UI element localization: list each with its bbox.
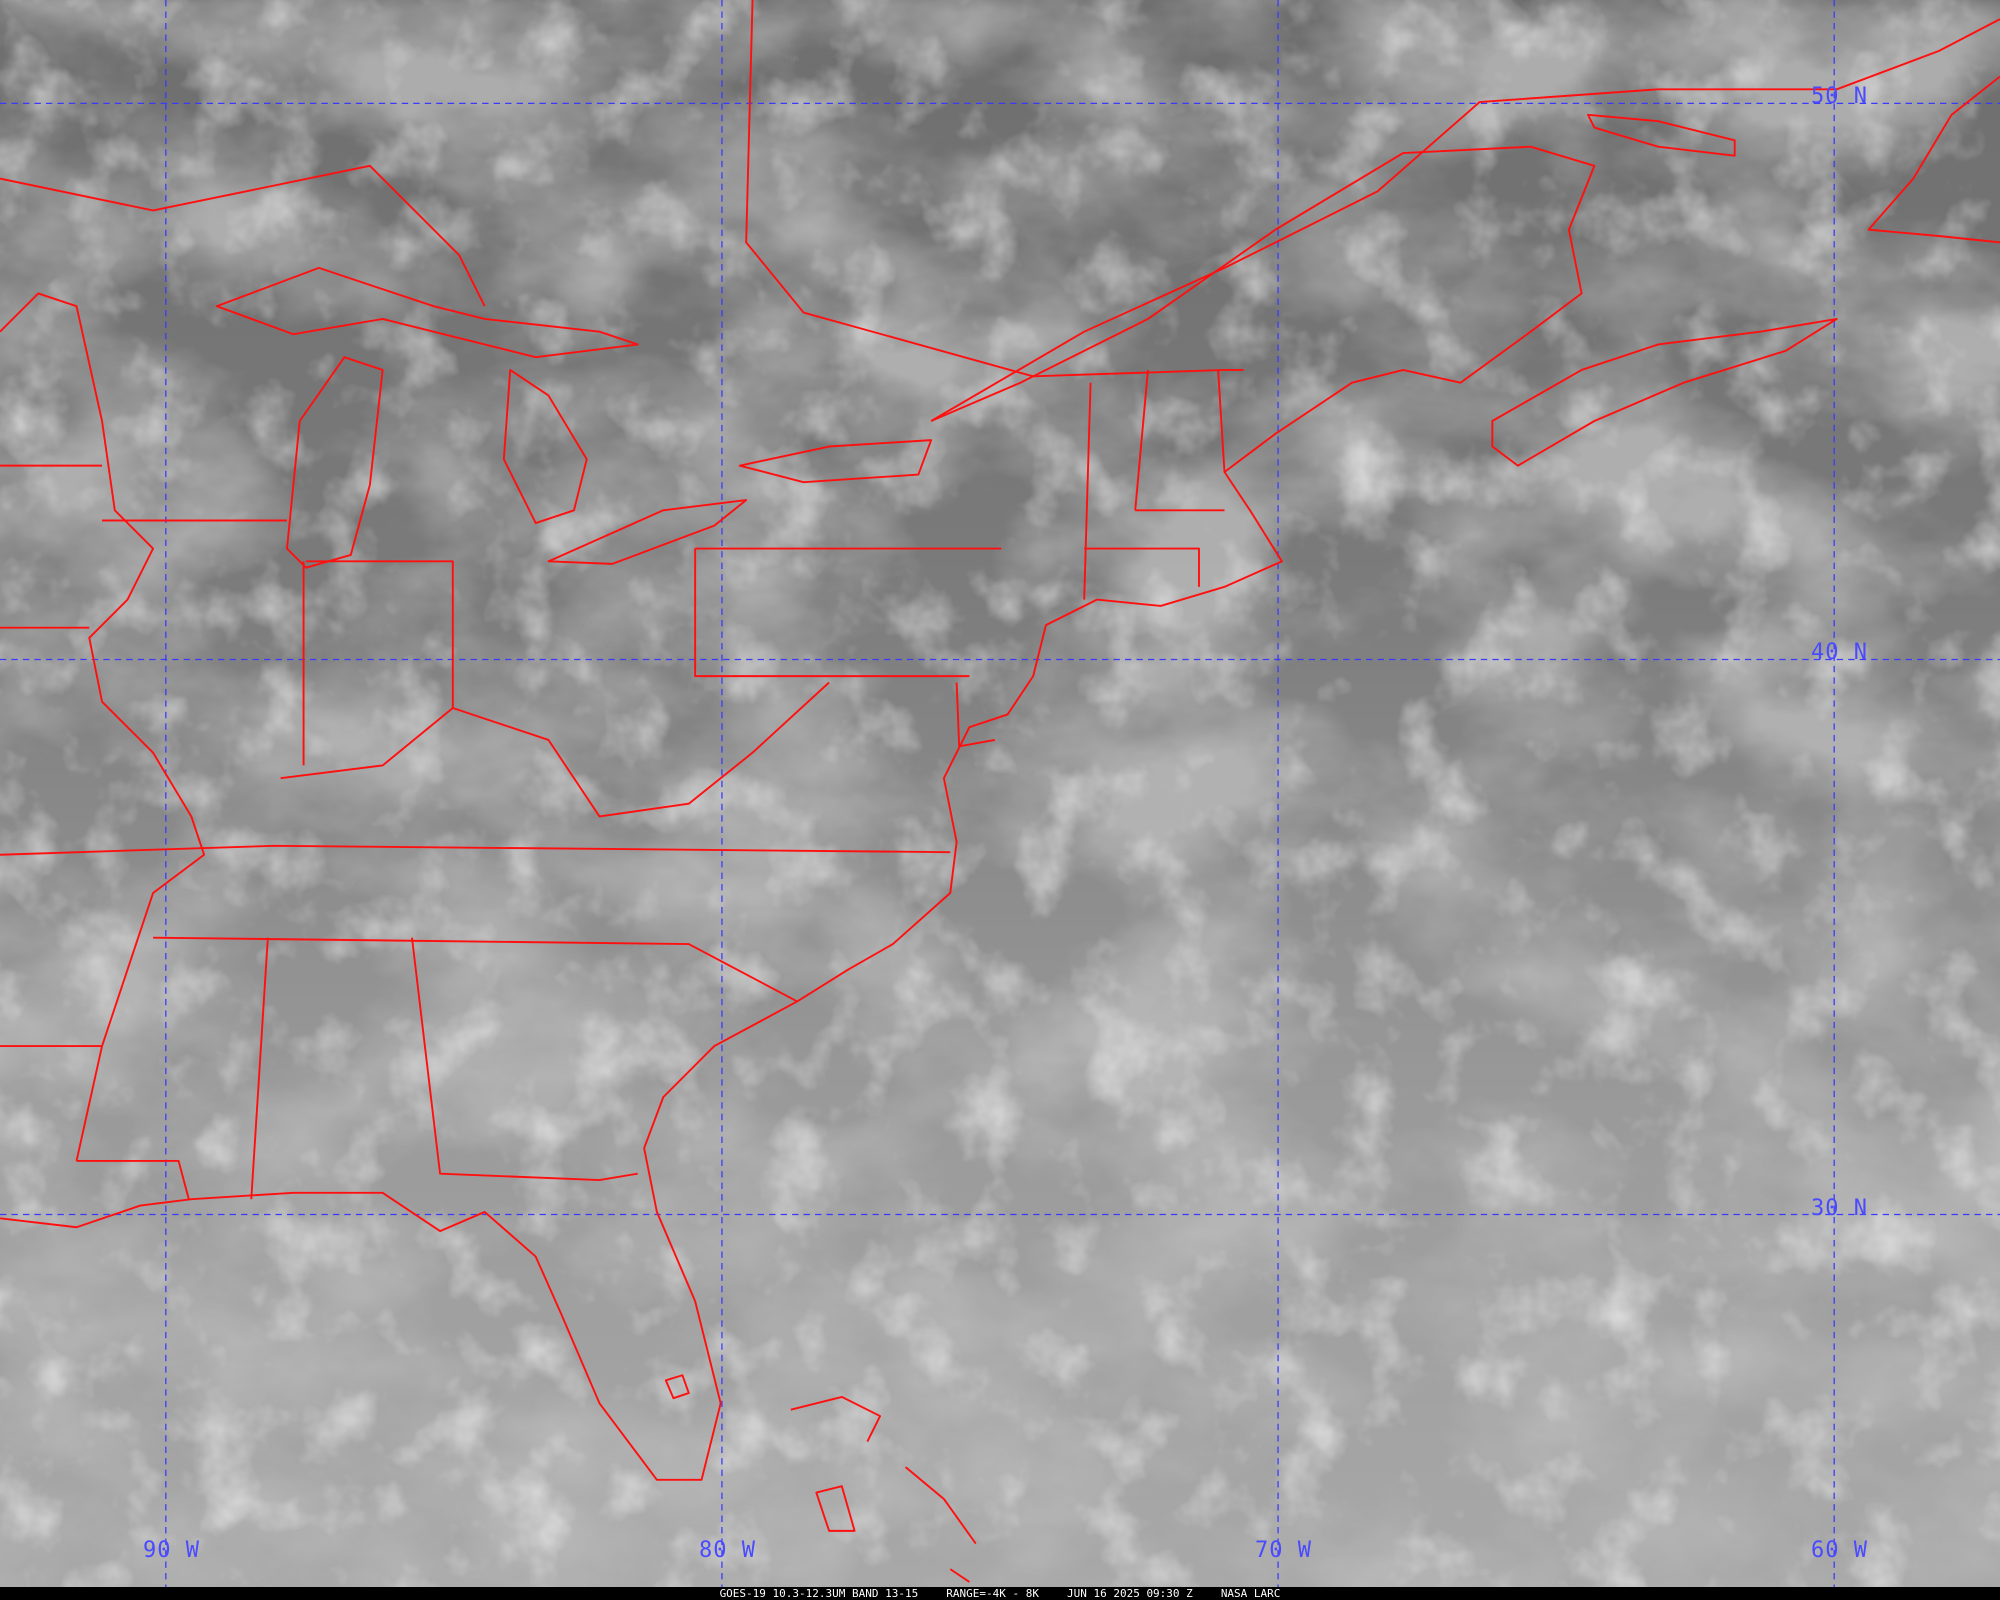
- newfoundland-coast: [1867, 75, 2000, 244]
- label-lon-70w: 70 W: [1255, 1538, 1312, 1563]
- nova-scotia: [1491, 317, 1838, 467]
- anticosti-island: [1587, 113, 1736, 157]
- image-caption-bar: GOES-19 10.3-12.3UM BAND 13-15 RANGE=-4K …: [0, 1587, 2000, 1600]
- bahamas: [790, 1395, 977, 1583]
- label-lon-60w: 60 W: [1811, 1538, 1868, 1563]
- caption-range: RANGE=-4K - 8K: [946, 1587, 1039, 1600]
- label-lon-80w: 80 W: [699, 1538, 756, 1563]
- lake-huron: [502, 369, 588, 525]
- label-lat-40n: 40 N: [1811, 640, 1868, 665]
- label-lon-90w: 90 W: [143, 1538, 200, 1563]
- lake-michigan: [286, 356, 384, 569]
- label-lat-50n: 50 N: [1811, 84, 1868, 109]
- label-lat-30n: 30 N: [1811, 1196, 1868, 1221]
- state-borders: [0, 369, 1226, 1200]
- st-lawrence-north-shore: [930, 18, 2000, 422]
- caption-source: NASA LARC: [1220, 1587, 1281, 1600]
- caption-datetime: JUN 16 2025 09:30 Z: [1066, 1587, 1193, 1600]
- lake-okeechobee: [664, 1374, 690, 1400]
- caption-satellite-band: GOES-19 10.3-12.3UM BAND 13-15: [719, 1587, 919, 1600]
- lake-erie: [547, 499, 748, 565]
- canada-us-border: [0, 0, 1244, 378]
- lake-superior: [215, 266, 639, 359]
- us-east-coastline: [0, 145, 1596, 1481]
- mississippi-river-border: [0, 292, 206, 1162]
- lake-ontario: [738, 439, 933, 484]
